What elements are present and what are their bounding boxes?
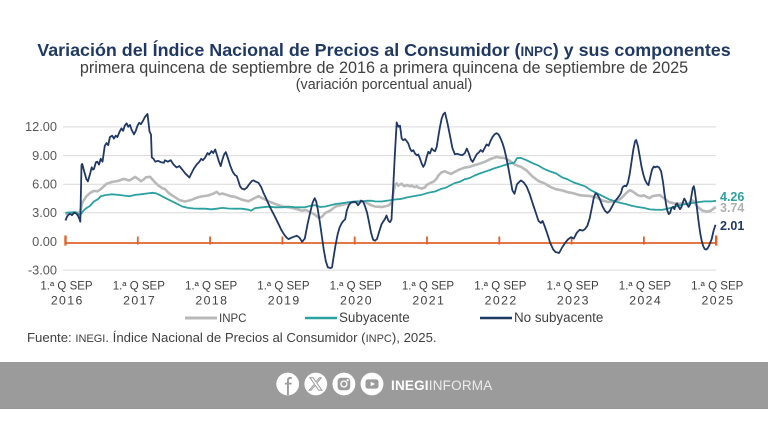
svg-text:1.ª Q SEP: 1.ª Q SEP (257, 280, 310, 292)
svg-text:2018: 2018 (195, 294, 228, 308)
svg-text:2.01: 2.01 (720, 219, 744, 233)
svg-text:0.00: 0.00 (32, 234, 57, 249)
svg-text:9.00: 9.00 (32, 148, 57, 163)
svg-text:INEGIINFORMA: INEGIINFORMA (391, 378, 492, 393)
svg-text:1.ª Q SEP: 1.ª Q SEP (40, 280, 93, 292)
svg-text:No subyacente: No subyacente (514, 310, 603, 325)
svg-text:1.ª Q SEP: 1.ª Q SEP (474, 280, 527, 292)
svg-text:2024: 2024 (629, 294, 662, 308)
svg-text:1.ª Q SEP: 1.ª Q SEP (185, 280, 238, 292)
svg-text:-3.00: -3.00 (28, 262, 57, 277)
svg-text:1.ª Q SEP: 1.ª Q SEP (691, 280, 744, 292)
svg-text:2023: 2023 (557, 294, 590, 308)
svg-text:4.26: 4.26 (720, 190, 744, 204)
svg-text:2016: 2016 (51, 294, 84, 308)
svg-text:1.ª Q SEP: 1.ª Q SEP (619, 280, 672, 292)
svg-text:2021: 2021 (412, 294, 445, 308)
svg-text:3.00: 3.00 (32, 205, 57, 220)
svg-text:2025: 2025 (702, 294, 735, 308)
svg-text:1.ª Q SEP: 1.ª Q SEP (546, 280, 599, 292)
svg-text:INPC: INPC (219, 313, 246, 325)
svg-text:12.00: 12.00 (25, 119, 57, 134)
svg-text:3.74: 3.74 (720, 201, 744, 215)
svg-text:1.ª Q SEP: 1.ª Q SEP (330, 280, 383, 292)
svg-text:6.00: 6.00 (32, 177, 57, 192)
svg-text:1.ª Q SEP: 1.ª Q SEP (113, 280, 166, 292)
svg-text:2017: 2017 (123, 294, 156, 308)
svg-text:2022: 2022 (485, 294, 518, 308)
svg-text:Subyacente: Subyacente (339, 310, 410, 325)
svg-text:1.ª Q SEP: 1.ª Q SEP (402, 280, 455, 292)
svg-text:2020: 2020 (340, 294, 373, 308)
svg-text:2019: 2019 (268, 294, 301, 308)
